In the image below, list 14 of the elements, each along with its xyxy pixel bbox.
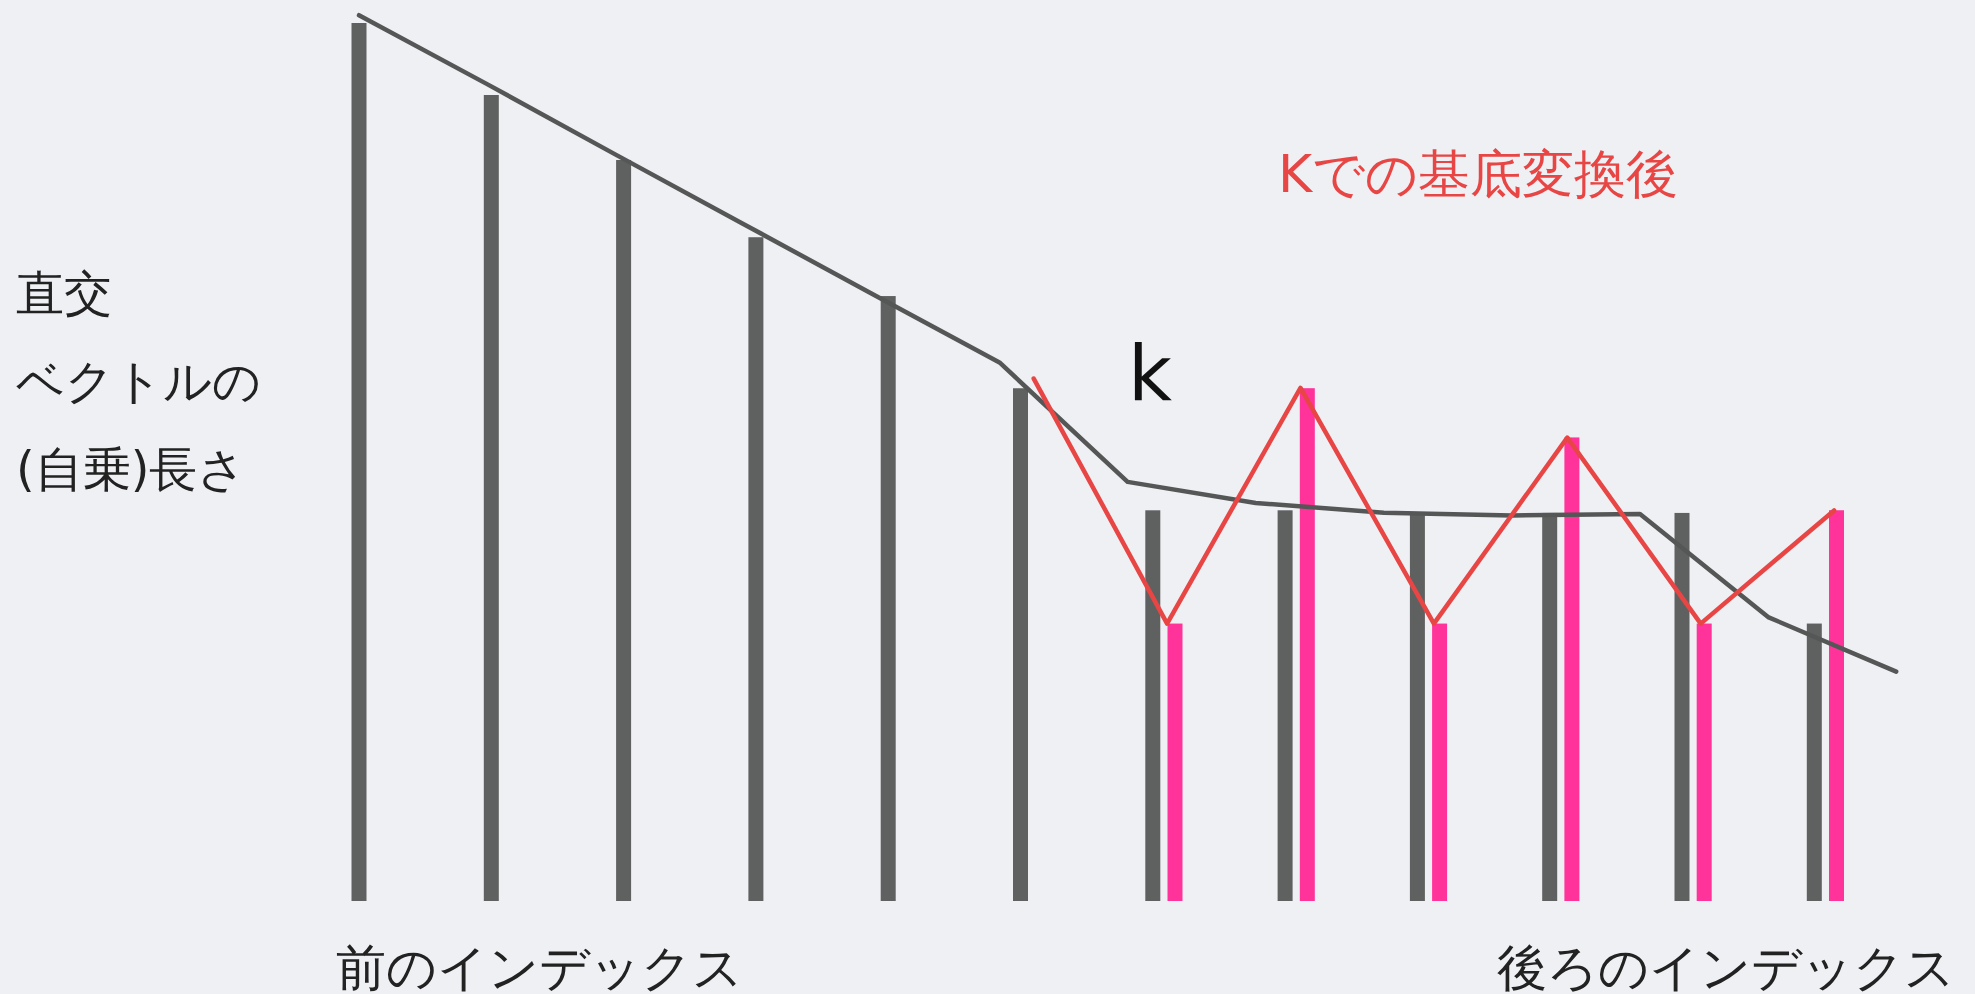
bar [1299, 388, 1315, 901]
annotation: k [1127, 329, 1173, 418]
bar [1696, 623, 1712, 901]
bar [1564, 437, 1580, 901]
y-axis-title: 直交ベクトルの(自乗)長さ [16, 265, 261, 497]
bar [483, 95, 499, 901]
bar [1432, 623, 1448, 901]
text: 前のインデックス [336, 939, 743, 994]
annotation: Kでの基底変換後 [1277, 144, 1679, 204]
bar [1829, 510, 1844, 901]
bar [1145, 510, 1161, 901]
bar [1277, 510, 1293, 901]
text: 後ろのインデックス [1497, 939, 1955, 994]
bar [1167, 623, 1183, 901]
